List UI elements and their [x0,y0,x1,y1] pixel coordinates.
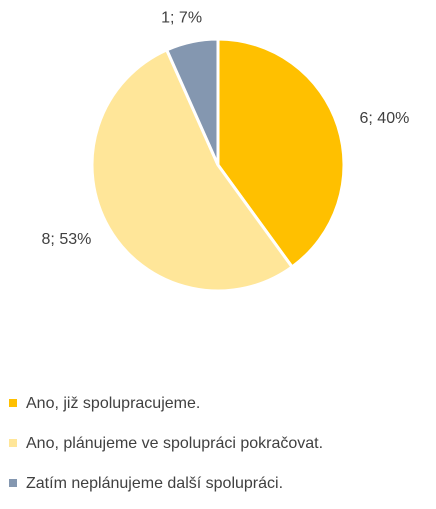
legend-label: Zatím neplánujeme další spolupráci. [26,475,283,492]
data-label: 6; 40% [360,110,410,127]
pie-slice [216,37,346,270]
legend-swatch [9,479,17,487]
pie-slice [90,47,295,293]
legend-swatch [9,439,17,447]
legend-label: Ano, již spolupracujeme. [26,395,200,412]
pie-slice [164,37,220,166]
data-label: 8; 53% [42,231,92,248]
legend-swatch [9,399,17,407]
legend-label: Ano, plánujeme ve spolupráci pokračovat. [26,435,323,452]
data-label: 1; 7% [161,9,202,26]
